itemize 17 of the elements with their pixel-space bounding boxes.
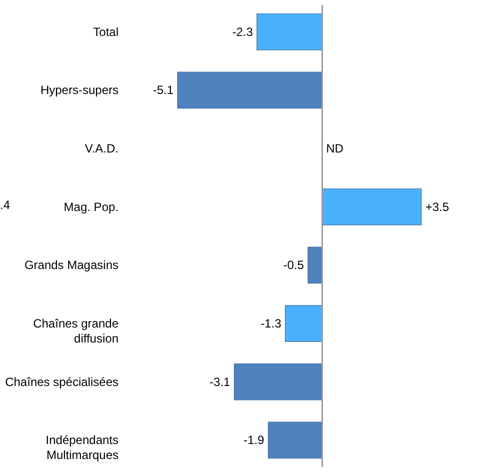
text: ND [326, 142, 344, 156]
data-label: -0.5 [283, 258, 304, 272]
y-tick-label: V.A.D. [84, 142, 118, 156]
data-label: +3.5 [425, 200, 450, 214]
data-label: -3.1 [210, 374, 231, 389]
y-tick-label: Chaînes spécialisées [5, 374, 118, 389]
y-tick-label: Total [93, 24, 118, 39]
y-tick-label: Hypers-supers [40, 83, 118, 98]
data-label: -5.1 [152, 83, 174, 98]
y-tick-label: Indépendants Multimarques [46, 433, 118, 462]
data-label: -2.3 [232, 24, 254, 39]
y-tick-label: Chaînes grande diffusion [33, 316, 119, 346]
data-label: -1.9 [244, 433, 265, 448]
y-tick-label: Mag. Pop. [64, 200, 118, 214]
text: .4 [0, 198, 10, 212]
y-tick-label: Grands Magasins [24, 258, 118, 272]
data-label: -1.3 [260, 316, 282, 330]
